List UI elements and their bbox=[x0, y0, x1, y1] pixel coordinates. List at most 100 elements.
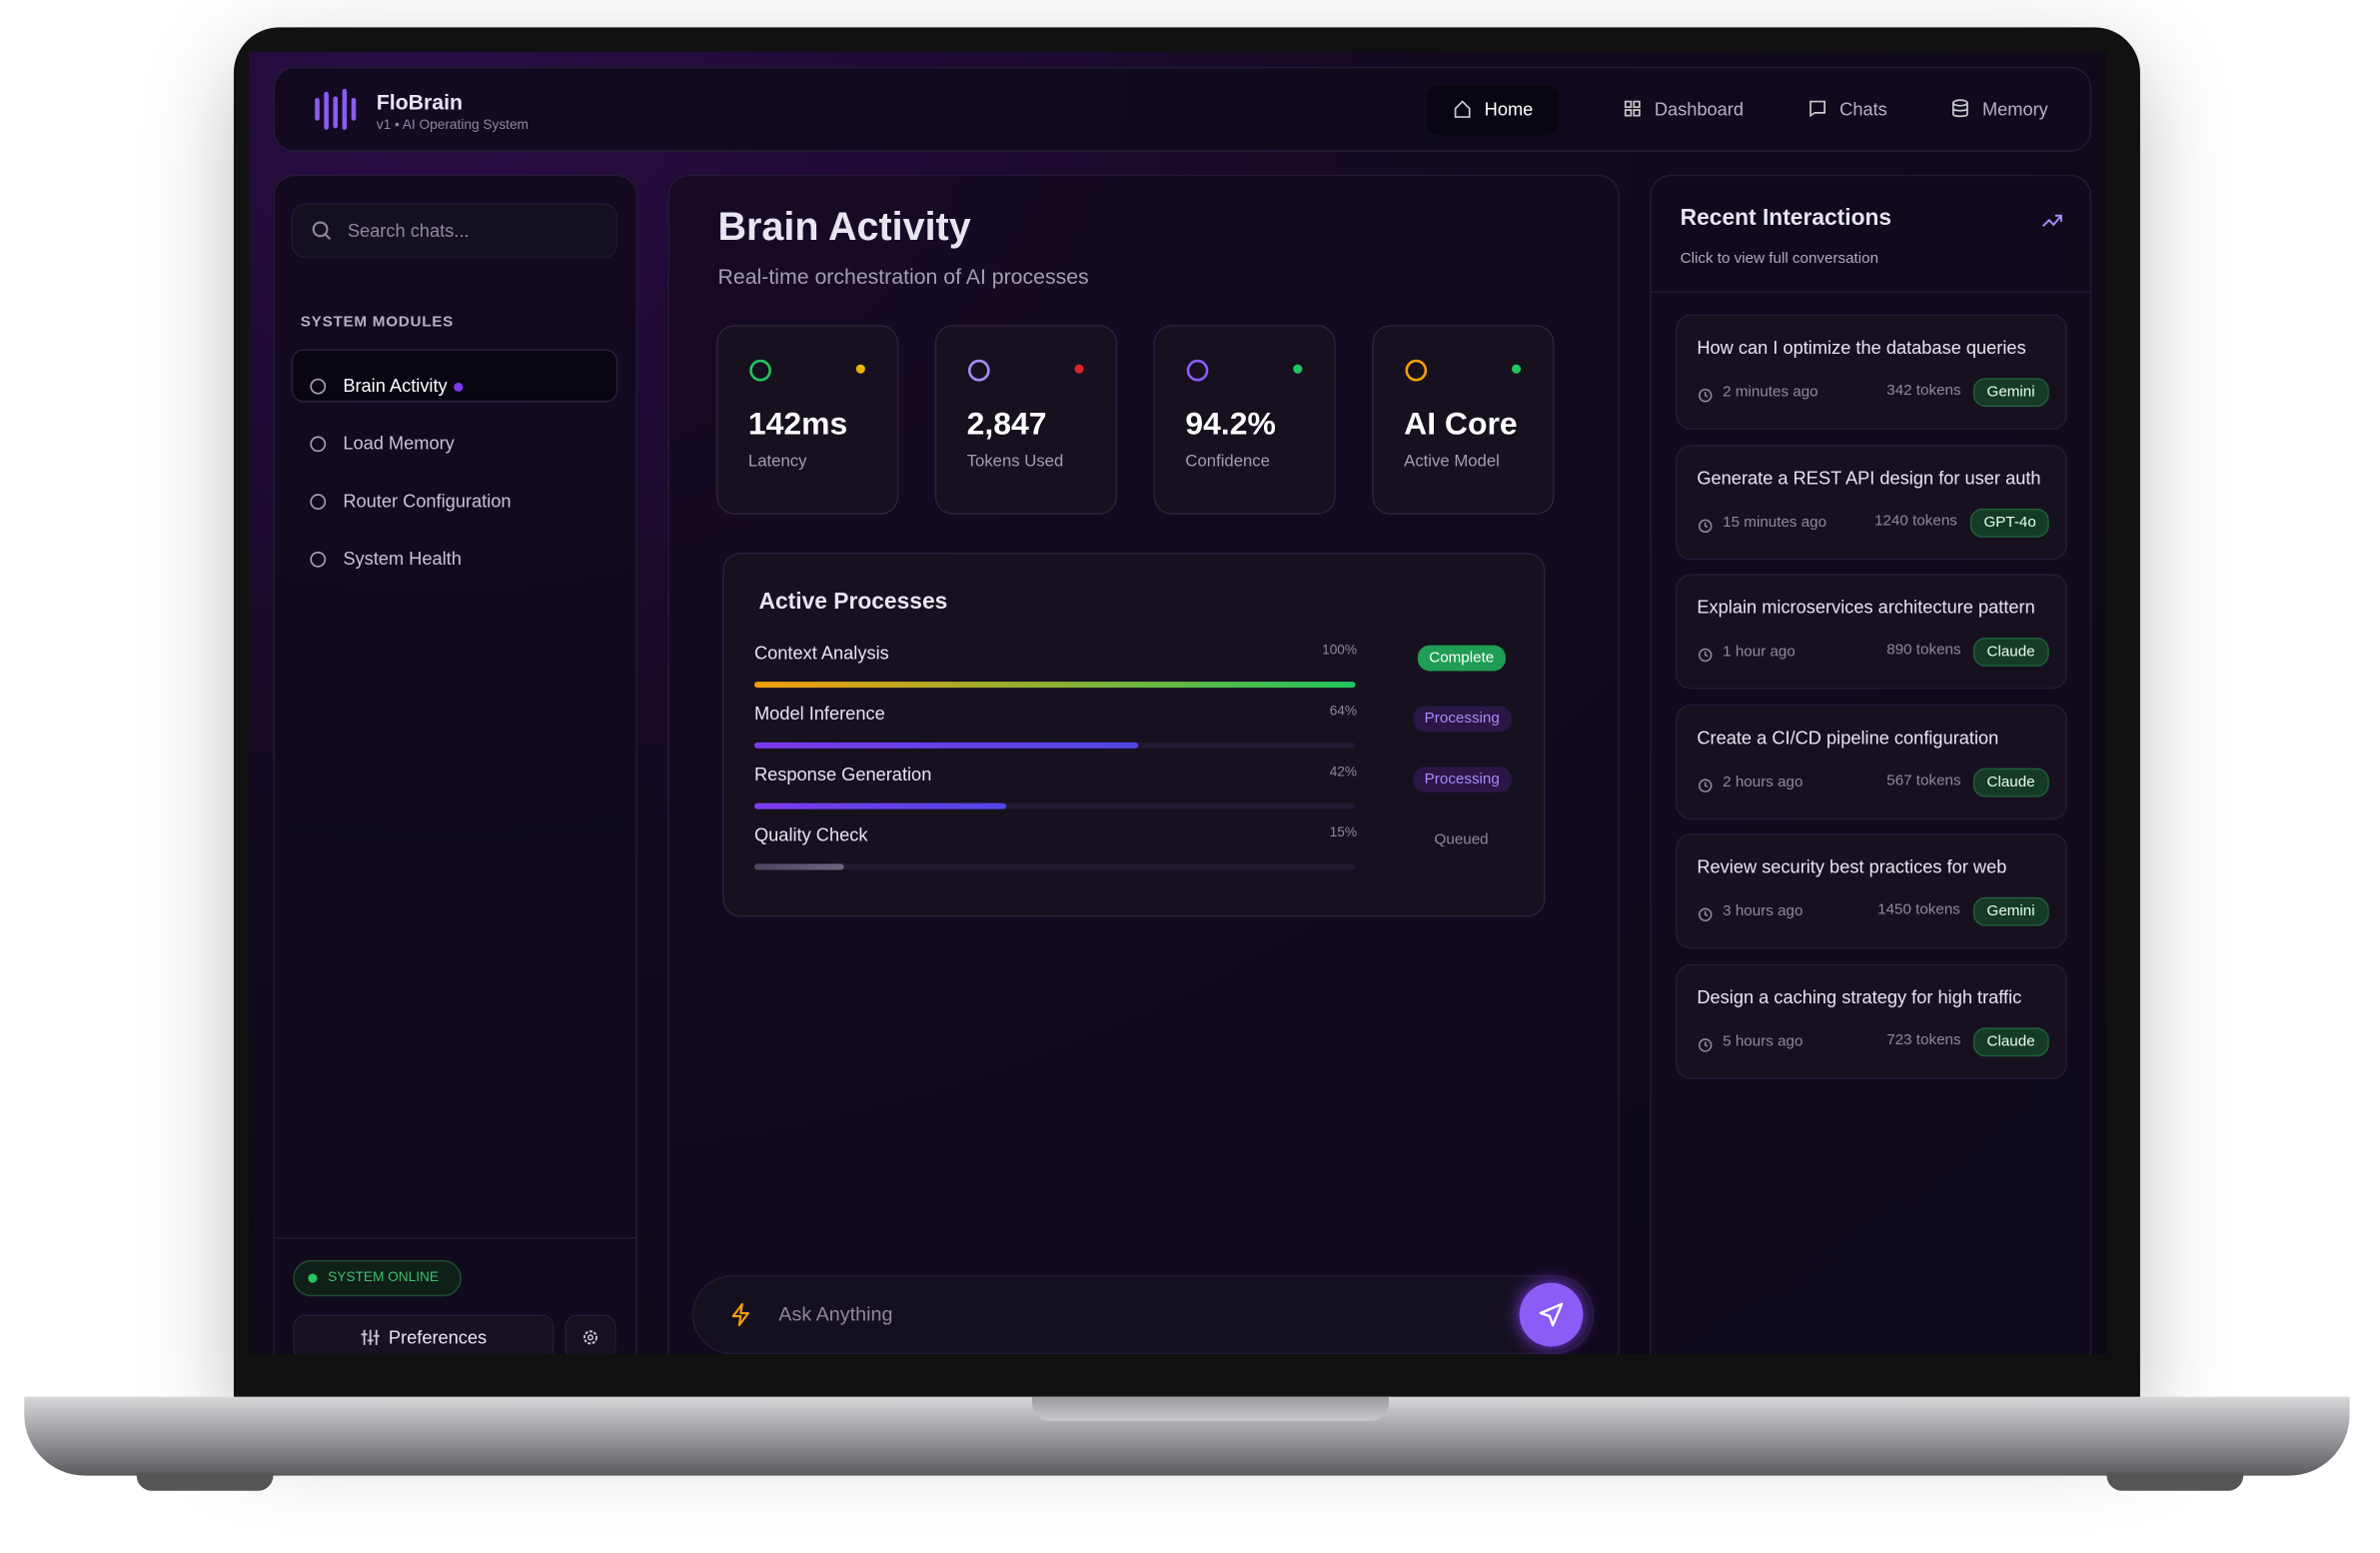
stat-card bbox=[934, 325, 1118, 515]
clock-icon-svg bbox=[1698, 388, 1713, 403]
nav-active-pill[interactable] bbox=[1426, 85, 1560, 136]
input-bar[interactable] bbox=[691, 1275, 1595, 1355]
interaction-card[interactable] bbox=[1676, 444, 2068, 560]
stat-label: Active Model bbox=[1404, 452, 1500, 471]
interaction-card[interactable] bbox=[1676, 314, 2068, 430]
clock-icon-svg bbox=[1698, 778, 1713, 792]
brand-subtitle: v1 • AI Operating System bbox=[376, 116, 529, 133]
logo bbox=[315, 88, 357, 130]
stat-dot bbox=[1512, 364, 1522, 374]
interaction-tokens: 890 tokens bbox=[1886, 642, 1961, 660]
search-box[interactable] bbox=[291, 203, 618, 259]
clock-icon bbox=[1697, 644, 1714, 663]
interaction-model: Gemini bbox=[1972, 378, 2049, 408]
process-bar bbox=[753, 863, 845, 870]
interaction-model: Claude bbox=[1972, 768, 2049, 797]
module-item[interactable]: Brain Activity bbox=[343, 375, 448, 397]
process-bar bbox=[753, 742, 1139, 749]
interaction-time: 1 hour ago bbox=[1723, 644, 1795, 662]
stat-card bbox=[716, 325, 899, 515]
status-text: SYSTEM ONLINE bbox=[328, 1268, 440, 1285]
module-active-dot bbox=[454, 382, 464, 392]
bolt-icon bbox=[731, 1302, 749, 1327]
nav-item[interactable]: Chats bbox=[1839, 98, 1887, 121]
interaction-tokens: 1240 tokens bbox=[1874, 512, 1957, 530]
interaction-card[interactable] bbox=[1676, 963, 2068, 1080]
process-bar bbox=[753, 802, 1007, 809]
send-button[interactable] bbox=[1519, 1282, 1584, 1347]
status-dot bbox=[308, 1273, 318, 1283]
interaction-text: Explain microservices architecture patte… bbox=[1697, 597, 2035, 619]
process-status: Processing bbox=[1412, 767, 1512, 792]
laptop-notch bbox=[1031, 1396, 1389, 1421]
module-icon-svg bbox=[310, 378, 327, 395]
main-subtitle: Real-time orchestration of AI processes bbox=[717, 264, 1089, 289]
module-item[interactable]: System Health bbox=[343, 548, 462, 570]
interaction-time: 3 hours ago bbox=[1723, 903, 1803, 921]
processes-card bbox=[722, 552, 1546, 917]
brand: FloBrain bbox=[376, 89, 463, 114]
nav-icon bbox=[1623, 99, 1643, 119]
interaction-text: Design a caching strategy for high traff… bbox=[1697, 986, 2022, 1008]
module-icon bbox=[308, 492, 328, 512]
nav-item[interactable]: Dashboard bbox=[1654, 98, 1745, 121]
nav-item[interactable]: Home bbox=[1484, 98, 1534, 121]
stat-icon-svg bbox=[1405, 359, 1428, 382]
main-title: Brain Activity bbox=[717, 203, 971, 250]
interaction-text: Review security best practices for web bbox=[1697, 856, 2007, 878]
search-placeholder: Search chats... bbox=[347, 220, 470, 242]
interaction-tokens: 723 tokens bbox=[1886, 1031, 1961, 1049]
interaction-model: Gemini bbox=[1972, 897, 2049, 927]
process-name: Context Analysis bbox=[753, 642, 889, 664]
screen: FloBrain v1 • AI Operating System Search… bbox=[249, 51, 2107, 1355]
laptop-foot bbox=[2106, 1472, 2244, 1491]
module-item[interactable]: Load Memory bbox=[343, 432, 455, 455]
interaction-card[interactable] bbox=[1676, 833, 2068, 950]
process-status: Complete bbox=[1417, 645, 1507, 672]
preferences-label: Preferences bbox=[388, 1326, 488, 1348]
stat-label: Tokens Used bbox=[966, 452, 1064, 471]
interaction-model: GPT-4o bbox=[1969, 508, 2050, 538]
stat-icon bbox=[748, 359, 772, 383]
stat-value: AI Core bbox=[1404, 407, 1518, 443]
interaction-text: Create a CI/CD pipeline configuration bbox=[1697, 727, 1999, 749]
nav-icon-svg bbox=[1952, 99, 1968, 118]
interaction-model: Claude bbox=[1972, 1027, 2049, 1057]
process-percent: 100% bbox=[1322, 642, 1358, 658]
stat-label: Confidence bbox=[1185, 452, 1270, 471]
stat-label: Latency bbox=[747, 452, 807, 471]
nav-icon-svg bbox=[1809, 100, 1826, 118]
divider bbox=[1650, 291, 2092, 294]
interaction-time: 5 hours ago bbox=[1723, 1033, 1803, 1051]
module-icon-svg bbox=[310, 494, 327, 510]
preferences-button[interactable] bbox=[293, 1314, 555, 1355]
status-pill bbox=[293, 1259, 462, 1297]
stat-value: 2,847 bbox=[966, 407, 1047, 443]
stat-icon-svg bbox=[749, 359, 771, 382]
interaction-card[interactable] bbox=[1676, 704, 2068, 820]
process-name: Model Inference bbox=[753, 703, 885, 725]
interaction-tokens: 342 tokens bbox=[1886, 382, 1961, 400]
laptop-foot bbox=[136, 1472, 274, 1491]
process-bar bbox=[753, 682, 1356, 689]
module-active[interactable] bbox=[291, 349, 618, 403]
header-bar bbox=[273, 66, 2092, 152]
stat-icon-svg bbox=[967, 359, 990, 382]
module-item[interactable]: Router Configuration bbox=[343, 490, 512, 512]
clock-icon bbox=[1697, 774, 1714, 792]
stat-dot bbox=[1074, 364, 1084, 374]
interaction-card[interactable] bbox=[1676, 574, 2068, 690]
nav-item[interactable]: Memory bbox=[1981, 98, 2048, 121]
search-icon bbox=[312, 221, 332, 241]
module-icon-svg bbox=[310, 436, 327, 453]
send-icon bbox=[1539, 1302, 1564, 1327]
stat-card bbox=[1153, 325, 1336, 515]
clock-icon-svg bbox=[1698, 519, 1713, 533]
sliders-icon bbox=[361, 1329, 380, 1345]
divider bbox=[273, 1237, 638, 1239]
clock-icon bbox=[1697, 384, 1714, 403]
interaction-text: Generate a REST API design for user auth bbox=[1697, 467, 2041, 489]
interaction-tokens: 567 tokens bbox=[1886, 772, 1961, 789]
nav-icon bbox=[1807, 99, 1827, 119]
process-track bbox=[753, 863, 1356, 870]
